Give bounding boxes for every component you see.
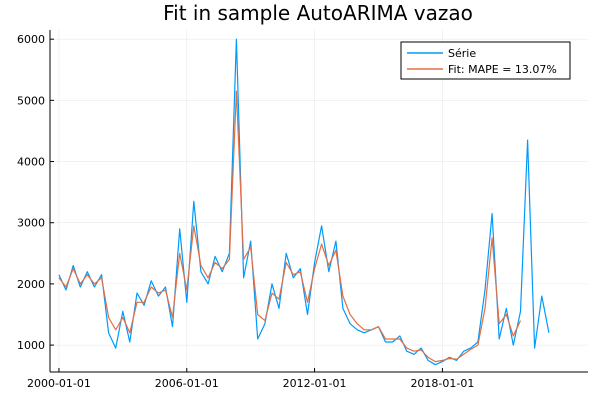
legend-label-serie: Série: [448, 47, 476, 60]
y-tick-label: 4000: [17, 156, 45, 169]
y-tick-label: 2000: [17, 278, 45, 291]
x-tick-label: 2012-01-01: [283, 377, 347, 390]
legend: Série Fit: MAPE = 13.07%: [400, 41, 571, 80]
x-tick-label: 2018-01-01: [410, 377, 474, 390]
y-tick-label: 3000: [17, 217, 45, 230]
series-line-serie: [58, 38, 550, 366]
legend-label-fit: Fit: MAPE = 13.07%: [448, 63, 557, 76]
axes: [49, 30, 588, 373]
x-tick-label: 2006-01-01: [155, 377, 219, 390]
x-tick-label: 2000-01-01: [27, 377, 91, 390]
chart-title: Fit in sample AutoARIMA vazao: [163, 1, 473, 25]
y-tick-label: 6000: [17, 33, 45, 46]
series-line-fit: [58, 90, 522, 363]
y-tick-label: 5000: [17, 94, 45, 107]
grid: [50, 30, 588, 372]
series-group: [58, 38, 550, 366]
y-tick-label: 1000: [17, 339, 45, 352]
y-axis-ticks: 1000 2000 3000 4000 5000 6000: [17, 33, 54, 352]
x-axis-ticks: 2000-01-01 2006-01-01 2012-01-01 2018-01-01: [27, 368, 474, 390]
legend-box: [400, 41, 571, 80]
